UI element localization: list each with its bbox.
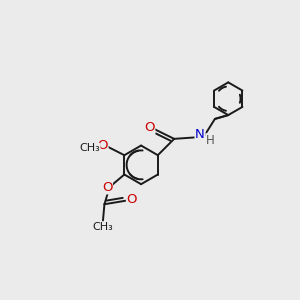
Text: O: O xyxy=(98,139,108,152)
Text: O: O xyxy=(102,181,112,194)
Text: O: O xyxy=(127,193,137,206)
Text: H: H xyxy=(206,134,215,147)
Text: CH₃: CH₃ xyxy=(79,143,100,153)
Text: N: N xyxy=(195,128,205,142)
Text: CH₃: CH₃ xyxy=(93,222,113,232)
Text: O: O xyxy=(144,122,155,134)
